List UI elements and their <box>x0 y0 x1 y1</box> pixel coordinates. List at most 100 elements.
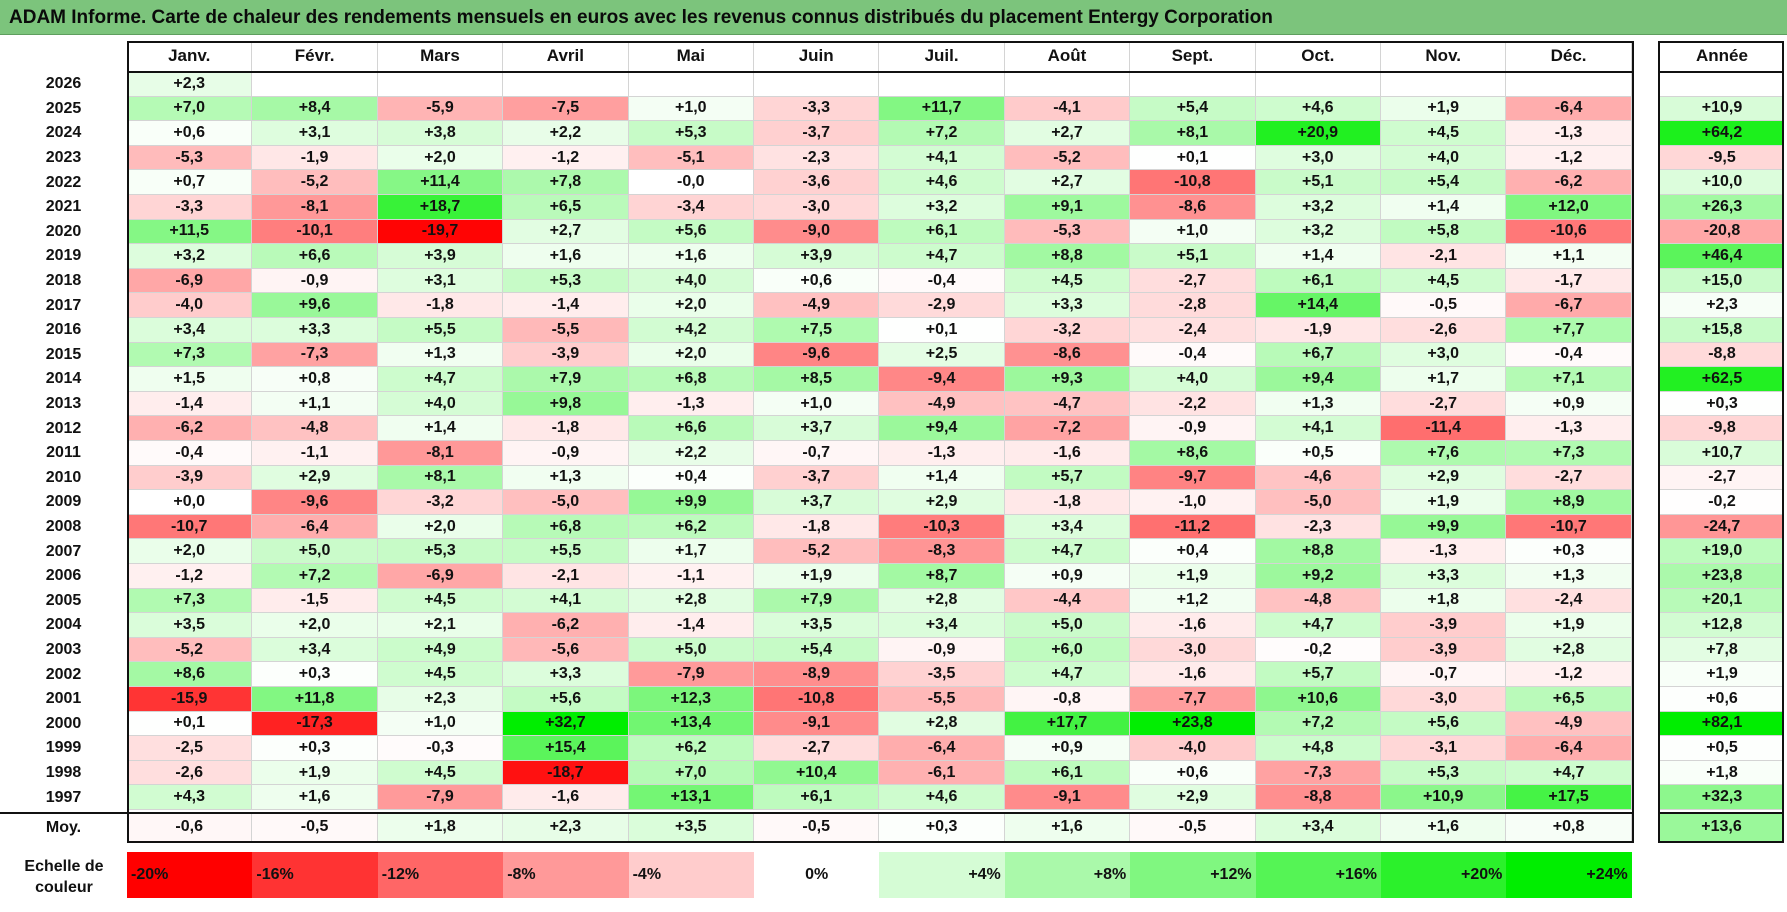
heatmap-cell: +1,3 <box>1255 391 1381 417</box>
heatmap-cell: +8,6 <box>1130 441 1256 466</box>
heatmap-cell: +7,5 <box>754 318 880 343</box>
month-header: Févr. <box>252 41 378 71</box>
heatmap-cell: +1,3 <box>1506 564 1632 589</box>
heatmap-cell: -7,9 <box>628 662 754 687</box>
heatmap-cell: -7,9 <box>377 785 504 810</box>
heatmap-cell: +4,0 <box>1381 145 1507 171</box>
heatmap-cell: -9,7 <box>1130 465 1256 491</box>
heatmap-cell: +7,9 <box>503 367 629 392</box>
heatmap-cell: -2,4 <box>1130 318 1256 343</box>
heatmap-cell: -3,2 <box>377 490 504 515</box>
year-label: 2023 <box>45 149 82 167</box>
heatmap-cell: +2,3 <box>377 687 504 712</box>
heatmap-cell: -3,9 <box>503 342 629 368</box>
heatmap-cell: +11,8 <box>252 687 378 712</box>
heatmap-cell: +2,2 <box>503 121 629 146</box>
heatmap-cell: -6,1 <box>879 760 1005 786</box>
heatmap-cell: +0,8 <box>252 367 378 392</box>
heatmap-cell: -0,2 <box>1255 637 1381 663</box>
heatmap-cell: -7,3 <box>252 342 378 368</box>
heatmap-cell: +1,9 <box>1381 490 1507 515</box>
heatmap-cell: +1,3 <box>377 342 504 368</box>
heatmap-cell: -3,6 <box>754 170 880 195</box>
heatmap-cell: -8,1 <box>377 441 504 466</box>
year-label: 2016 <box>45 321 82 339</box>
heatmap-cell: -7,5 <box>503 96 629 122</box>
heatmap-cell: +1,4 <box>879 465 1005 491</box>
heatmap-cell: +4,5 <box>1381 268 1507 294</box>
heatmap-cell: -9,6 <box>252 490 378 515</box>
heatmap-cell: -1,8 <box>1004 490 1131 515</box>
heatmap-cell: -1,6 <box>1004 441 1131 466</box>
heatmap-cell: +4,5 <box>1381 121 1507 146</box>
color-scale-step: 0% <box>754 852 880 898</box>
annual-cell: +32,3 <box>1660 785 1784 810</box>
heatmap-cell: -1,3 <box>1381 539 1507 564</box>
heatmap-cell: -2,6 <box>1381 318 1507 343</box>
heatmap-cell: +32,7 <box>503 711 629 737</box>
heatmap-cell: -0,4 <box>879 268 1005 294</box>
heatmap-cell: -0,7 <box>754 441 880 466</box>
heatmap-cell: -5,2 <box>127 637 253 663</box>
month-header: Janv. <box>127 41 253 71</box>
heatmap-cell: +3,4 <box>127 318 253 343</box>
heatmap-cell: +3,2 <box>1255 195 1381 220</box>
heatmap-cell: +5,4 <box>754 637 880 663</box>
average-cell: +3,5 <box>628 813 754 842</box>
heatmap-cell: +0,7 <box>127 170 253 195</box>
heatmap-cell: -1,0 <box>1130 490 1256 515</box>
heatmap-cell: +1,9 <box>1506 613 1632 638</box>
color-scale-step: -8% <box>503 852 629 898</box>
heatmap-cell: -8,9 <box>754 662 880 687</box>
heatmap-cell: -17,3 <box>252 711 378 737</box>
heatmap-cell: -0,4 <box>1130 342 1256 368</box>
title-bar: ADAM Informe. Carte de chaleur des rende… <box>0 0 1787 35</box>
heatmap-cell: -11,2 <box>1130 514 1256 540</box>
heatmap-cell: -3,2 <box>1004 318 1131 343</box>
month-header: Août <box>1005 41 1131 71</box>
heatmap-cell: +0,5 <box>1255 441 1381 466</box>
heatmap-cell: +4,1 <box>503 588 629 614</box>
heatmap-cell: +3,2 <box>127 244 253 269</box>
color-scale-step: -4% <box>628 852 754 898</box>
heatmap-cell <box>1004 72 1131 97</box>
heatmap-cell: +0,6 <box>127 121 253 146</box>
heatmap-cell: -2,1 <box>503 564 629 589</box>
heatmap-cell: -1,2 <box>1506 145 1632 171</box>
heatmap-cell: -0,9 <box>879 637 1005 663</box>
heatmap-cell: +5,3 <box>1381 760 1507 786</box>
heatmap-cell: +5,6 <box>503 687 629 712</box>
heatmap-cell: +3,0 <box>1381 342 1507 368</box>
heatmap-cell: +4,6 <box>879 785 1005 810</box>
year-label: 2022 <box>45 173 82 191</box>
heatmap-cell: +1,5 <box>127 367 253 392</box>
heatmap-cell: +3,1 <box>252 121 378 146</box>
average-cell: +1,6 <box>1381 813 1507 842</box>
page-title: ADAM Informe. Carte de chaleur des rende… <box>9 7 1273 28</box>
heatmap-cell: +9,8 <box>503 391 629 417</box>
heatmap-cell: +2,9 <box>1381 465 1507 491</box>
heatmap-cell <box>377 72 504 97</box>
annual-cell: +0,6 <box>1660 687 1784 712</box>
heatmap-cell: -6,2 <box>503 613 629 638</box>
year-label: 2017 <box>45 296 82 314</box>
heatmap-cell: +5,3 <box>377 539 504 564</box>
heatmap-cell: +1,9 <box>252 760 378 786</box>
average-cell: +3,4 <box>1255 813 1381 842</box>
heatmap-cell: +2,0 <box>628 342 754 368</box>
heatmap-cell: -3,4 <box>628 195 754 220</box>
heatmap-cell: -5,6 <box>503 637 629 663</box>
heatmap-cell: +3,3 <box>1381 564 1507 589</box>
color-scale-step: -16% <box>252 852 378 898</box>
heatmap-cell: +2,0 <box>252 613 378 638</box>
heatmap-cell: -1,6 <box>503 785 629 810</box>
heatmap-cell: +9,4 <box>1255 367 1381 392</box>
average-cell: -0,6 <box>127 813 253 842</box>
heatmap-cell: -10,8 <box>754 687 880 712</box>
annual-cell: +46,4 <box>1660 244 1784 269</box>
color-scale-step: +12% <box>1130 852 1256 898</box>
heatmap-cell: -9,1 <box>1004 785 1131 810</box>
heatmap-cell: +7,6 <box>1381 441 1507 466</box>
heatmap-cell: +1,1 <box>252 391 378 417</box>
year-label: 2003 <box>45 641 82 659</box>
